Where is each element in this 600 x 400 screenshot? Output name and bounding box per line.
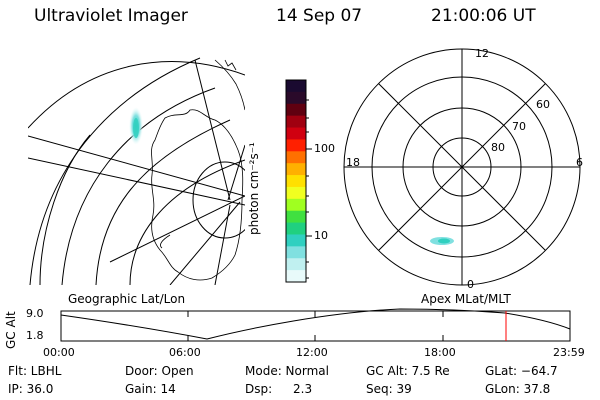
info-mode: Mode: Normal [245,364,329,378]
colorbar-label-100: 100 [314,142,335,155]
mlt-label-0: 0 [467,278,474,291]
colorbar-segment [286,234,306,247]
info-glon: GLon: 37.8 [485,382,551,396]
colorbar-segment [286,139,306,152]
info-dsp-value: 2.3 [293,382,313,396]
polar-map [343,48,581,286]
geo-meridian [28,157,245,206]
mlat-label-60: 60 [536,98,550,111]
colorbar-segment [286,258,306,271]
geo-lat-arc [129,159,245,285]
geographic-map [28,57,245,285]
xtick-12: 12:00 [296,346,328,359]
mlat-label-70: 70 [512,120,526,133]
coastline [214,59,245,111]
geo-lat-arc [29,57,201,285]
mlt-label-12: 12 [475,47,489,60]
altitude-curve [60,308,571,340]
colorbar-label-10: 10 [314,229,328,242]
geo-lat-arc [61,87,216,285]
xtick-00: 00:00 [43,346,75,359]
geo-pole-circle [192,161,245,239]
info-seq: Seq: 39 [366,382,412,396]
geo-meridian [109,195,245,263]
xtick-06: 06:00 [169,346,201,359]
coastline [151,109,244,281]
altitude-ylabel: GC Alt [4,311,18,349]
coastline [160,234,171,249]
geo-lat-arc [28,61,245,129]
polar-map-caption: Apex MLat/MLT [421,292,511,306]
coastline [224,59,237,71]
altitude-plot [60,308,571,342]
mlt-label-18: 18 [346,156,360,169]
xtick-18: 18:00 [424,346,456,359]
info-gain: Gain: 14 [125,382,176,396]
geo-meridian [227,144,245,201]
colorbar-segment [286,175,306,188]
date-label: 14 Sep 07 [276,6,363,26]
info-dsp-label: Dsp: [245,382,273,396]
info-glat: GLat: −64.7 [485,364,558,378]
altitude-ymax: 9.0 [26,307,44,320]
colorbar [286,80,306,283]
geo-lat-arc [95,119,231,285]
colorbar-segment [286,163,306,176]
mlat-label-80: 80 [491,141,505,154]
altitude-ymin: 1.8 [26,329,44,342]
colorbar-segment [286,115,306,129]
colorbar-segment [286,91,306,105]
geo-meridian [169,201,241,285]
geo-lat-arc [39,134,91,285]
colorbar-segment [286,186,306,200]
xtick-2359: 23:59 [553,346,585,359]
colorbar-segment [286,222,306,236]
colorbar-segment [286,80,306,93]
colorbar-segment [286,151,306,164]
mlt-label-6: 6 [576,156,583,169]
colorbar-segment [286,270,306,283]
geo-meridian [28,135,245,197]
geo-meridian [214,204,231,285]
colorbar-segment [286,103,306,117]
time-label: 21:00:06 UT [431,6,536,26]
instrument-title: Ultraviolet Imager [34,6,188,26]
polar-aurora-emission-core [438,238,450,244]
colorbar-segment [286,246,306,259]
colorbar-segment [286,198,306,212]
geo-meridian [194,59,231,201]
colorbar-unit-label: photon cm⁻²s⁻¹ [247,142,261,235]
geo-map-caption: Geographic Lat/Lon [68,292,186,306]
info-flt: Flt: LBHL [8,364,62,378]
colorbar-segment [286,210,306,224]
info-gc-alt: GC Alt: 7.5 Re [366,364,450,378]
polar-diagonal [378,83,546,251]
aurora-emission-core [133,118,139,138]
colorbar-frame [285,79,307,283]
colorbar-segment [286,127,306,141]
info-door: Door: Open [125,364,194,378]
info-ip: IP: 36.0 [8,382,54,396]
